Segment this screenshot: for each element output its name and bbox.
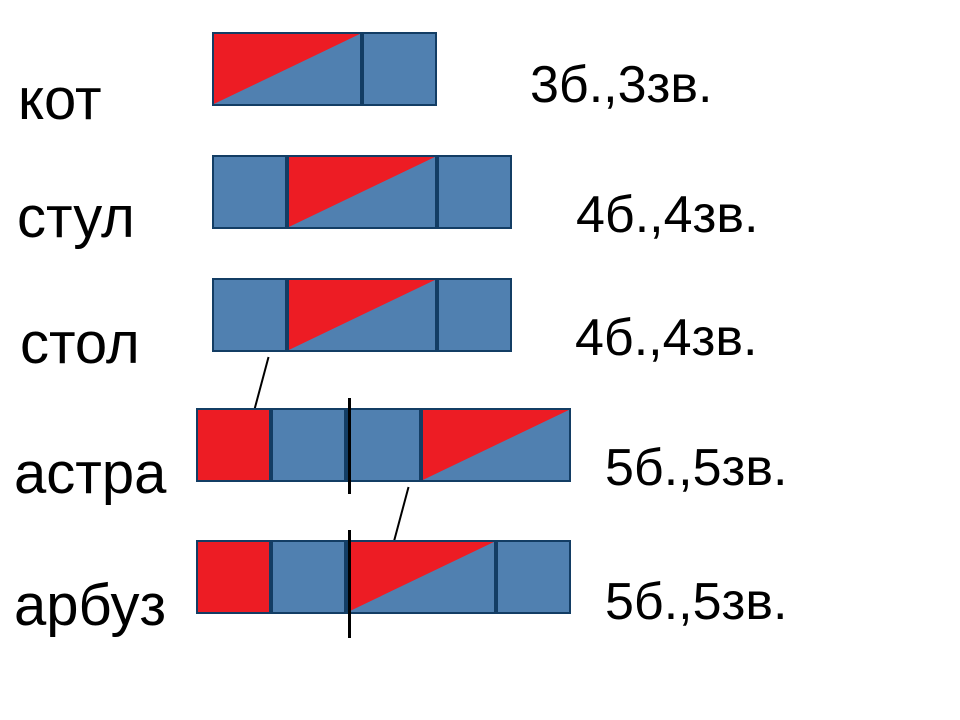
sound-cell [346, 540, 496, 614]
count-label: 3б.,3зв. [530, 55, 712, 115]
sound-cell [362, 32, 437, 106]
sound-cell [346, 408, 421, 482]
sound-scheme [212, 155, 512, 229]
word-label: кот [18, 66, 102, 133]
sound-cell [196, 540, 271, 614]
word-label: стол [20, 310, 140, 377]
sound-scheme [212, 278, 512, 352]
sound-cell [287, 155, 437, 229]
word-label: арбуз [14, 572, 166, 639]
sound-cell [212, 32, 362, 106]
count-label: 5б.,5зв. [605, 572, 787, 632]
sound-cell [212, 155, 287, 229]
count-label: 4б.,4зв. [576, 185, 758, 245]
stress-mark [252, 357, 269, 415]
sound-cell [496, 540, 571, 614]
sound-scheme [196, 408, 571, 482]
syllable-divider [348, 530, 351, 638]
syllable-divider [348, 398, 351, 494]
sound-scheme [212, 32, 437, 106]
sound-cell [271, 540, 346, 614]
sound-cell [437, 155, 512, 229]
sound-cell [212, 278, 287, 352]
sound-cell [287, 278, 437, 352]
sound-cell [421, 408, 571, 482]
count-label: 5б.,5зв. [605, 438, 787, 498]
count-label: 4б.,4зв. [575, 308, 757, 368]
stress-mark [392, 487, 409, 545]
sound-cell [271, 408, 346, 482]
sound-cell [196, 408, 271, 482]
sound-cell [437, 278, 512, 352]
word-label: стул [17, 184, 135, 251]
sound-scheme [196, 540, 571, 614]
word-label: астра [14, 440, 166, 507]
